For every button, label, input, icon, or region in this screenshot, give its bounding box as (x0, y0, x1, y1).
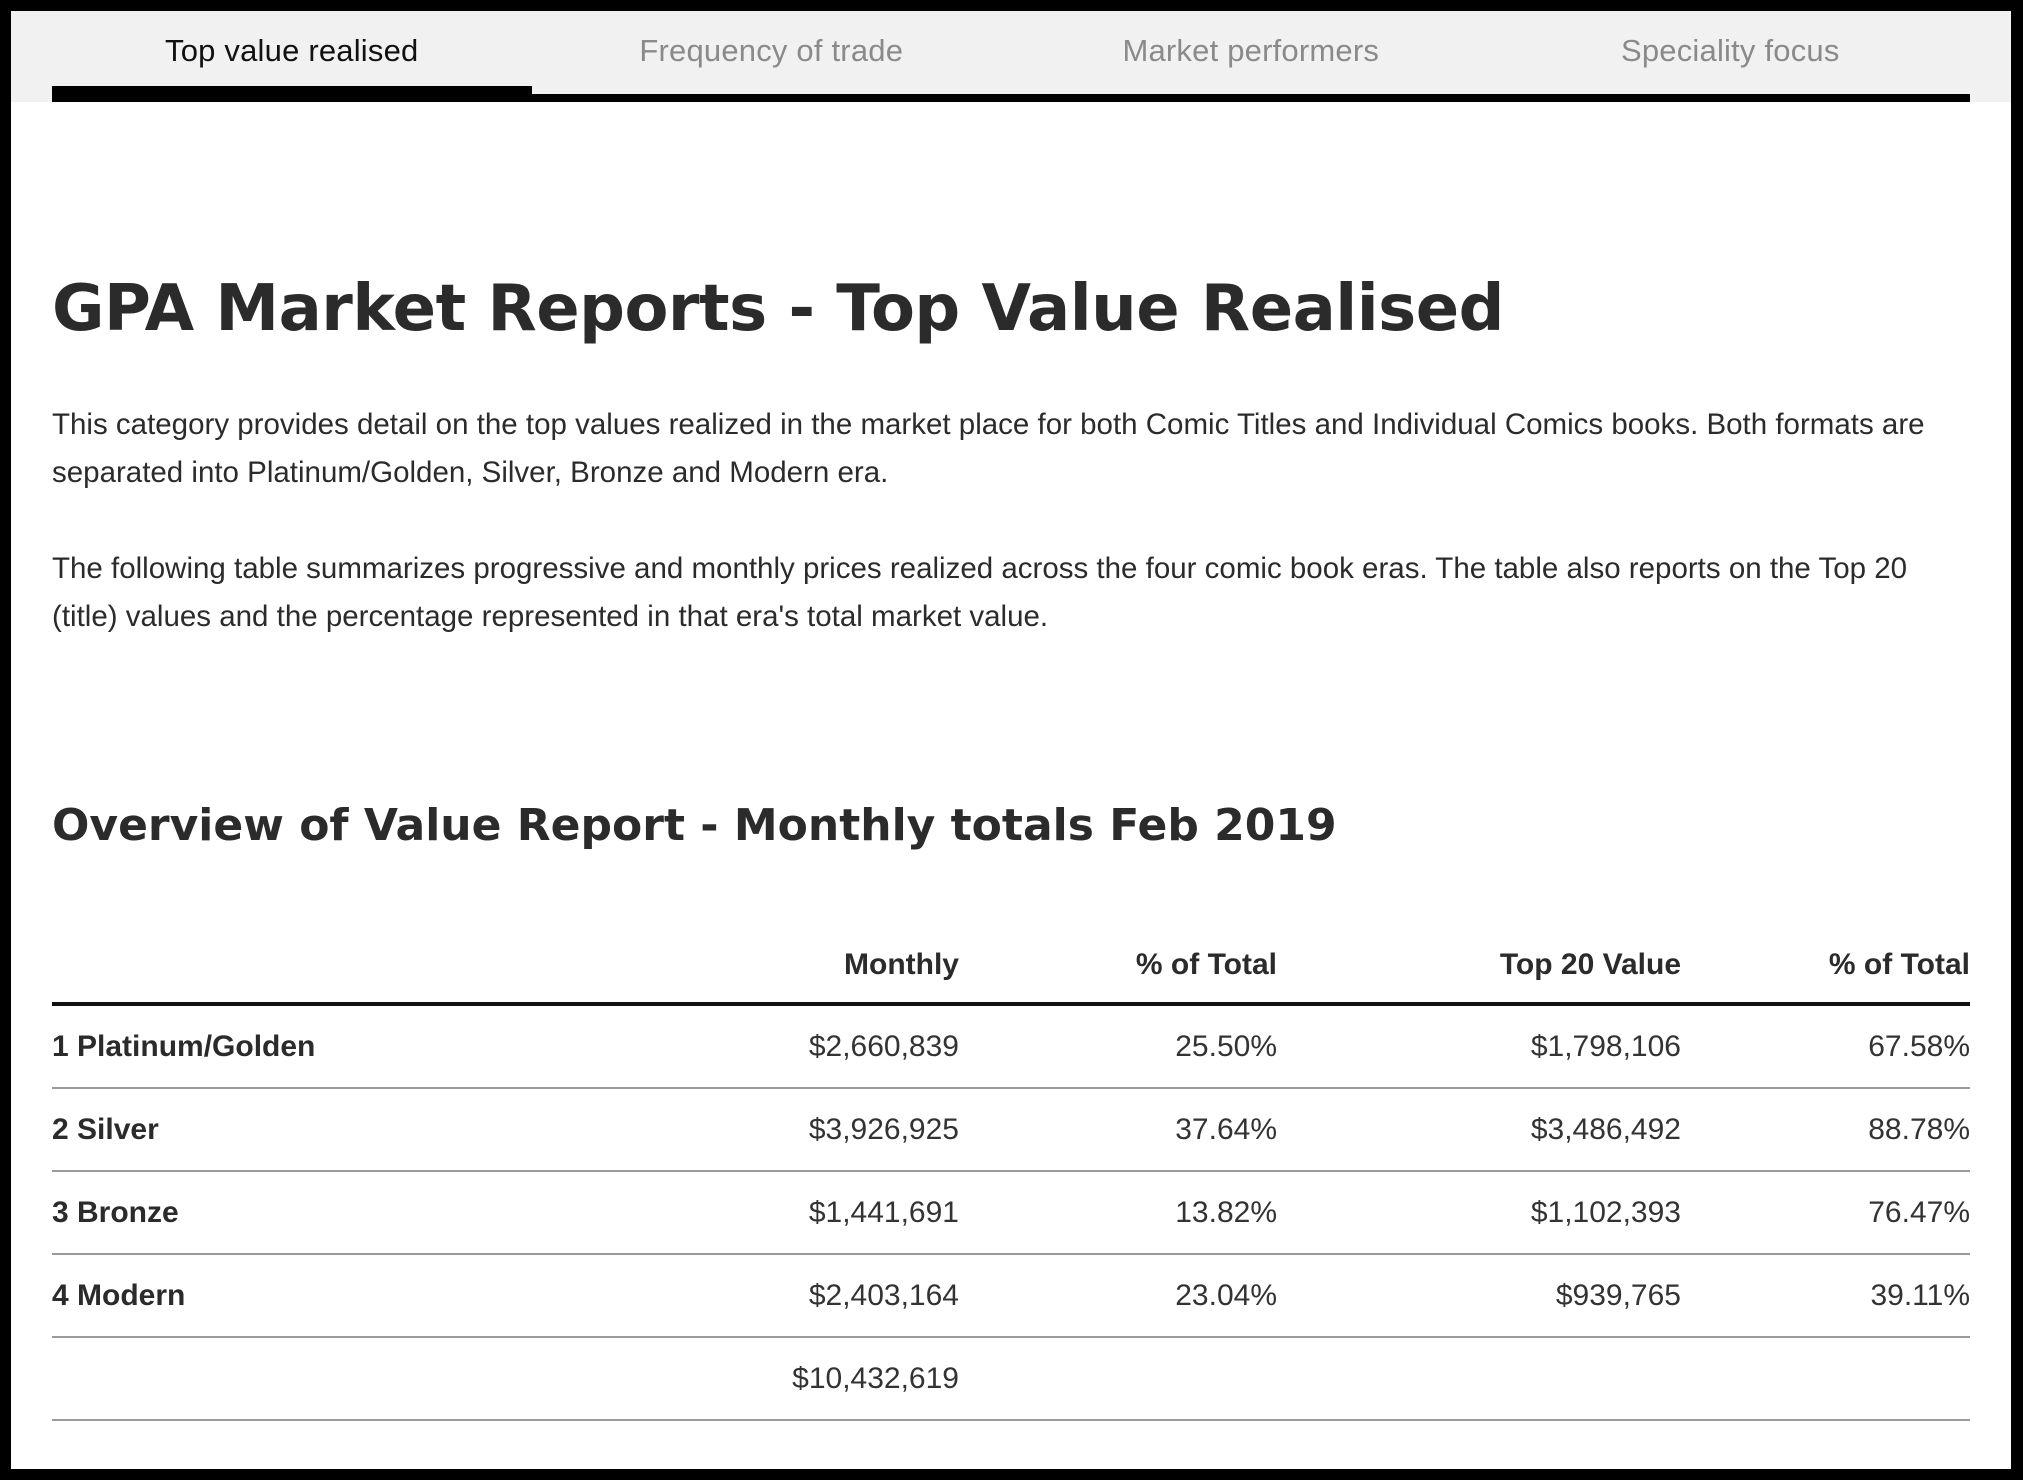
total-top20-pct-cell (1681, 1337, 1970, 1421)
monthly-cell: $1,441,691 (742, 1171, 959, 1255)
value-report-table: Monthly % of Total Top 20 Value % of Tot… (52, 912, 1970, 1421)
page-title: GPA Market Reports - Top Value Realised (52, 272, 1504, 346)
table-row: 3 Bronze $1,441,691 13.82% $1,102,393 76… (52, 1171, 1970, 1255)
pct-total-cell: 37.64% (959, 1088, 1277, 1172)
pct-total-cell: 23.04% (959, 1254, 1277, 1338)
intro-paragraph-1: This category provides detail on the top… (52, 408, 1925, 489)
column-header-monthly: Monthly (742, 912, 959, 1006)
top20-value-cell: $3,486,492 (1277, 1088, 1681, 1172)
tab-underline (52, 94, 1970, 102)
report-heading: Overview of Value Report - Monthly total… (52, 800, 1337, 851)
tab-list: Top value realised Frequency of trade Ma… (52, 11, 1970, 102)
top20-pct-cell: 39.11% (1681, 1254, 1970, 1338)
tab-frequency-of-trade[interactable]: Frequency of trade (639, 33, 904, 68)
top20-pct-cell: 76.47% (1681, 1171, 1970, 1255)
tab-bar: Top value realised Frequency of trade Ma… (11, 11, 2011, 102)
monthly-cell: $3,926,925 (742, 1088, 959, 1172)
top20-value-cell: $1,102,393 (1277, 1171, 1681, 1255)
monthly-cell: $2,660,839 (742, 1004, 959, 1089)
era-cell: 4 Modern (52, 1254, 742, 1338)
total-pct-total-cell (959, 1337, 1277, 1421)
total-top20-value-cell (1277, 1337, 1681, 1421)
top20-value-cell: $1,798,106 (1277, 1004, 1681, 1089)
table-row: 4 Modern $2,403,164 23.04% $939,765 39.1… (52, 1254, 1970, 1338)
table-header-row: Monthly % of Total Top 20 Value % of Tot… (52, 912, 1970, 1006)
table-total-row: $10,432,619 (52, 1337, 1970, 1421)
total-monthly-cell: $10,432,619 (742, 1337, 959, 1421)
pct-total-cell: 25.50% (959, 1004, 1277, 1089)
tab-top-value-realised[interactable]: Top value realised (165, 33, 419, 68)
column-header-pct-total: % of Total (959, 912, 1277, 1006)
top20-value-cell: $939,765 (1277, 1254, 1681, 1338)
monthly-cell: $2,403,164 (742, 1254, 959, 1338)
intro-paragraph-2: The following table summarizes progressi… (52, 552, 1908, 633)
top20-pct-cell: 67.58% (1681, 1004, 1970, 1089)
pct-total-cell: 13.82% (959, 1171, 1277, 1255)
top20-pct-cell: 88.78% (1681, 1088, 1970, 1172)
total-era-cell (52, 1337, 742, 1421)
table-row: 2 Silver $3,926,925 37.64% $3,486,492 88… (52, 1088, 1970, 1172)
tab-market-performers[interactable]: Market performers (1122, 33, 1380, 68)
era-cell: 1 Platinum/Golden (52, 1004, 742, 1089)
active-tab-indicator (52, 86, 532, 96)
column-header-top20-pct-total: % of Total (1681, 912, 1970, 1006)
tab-speciality-focus[interactable]: Speciality focus (1620, 33, 1840, 68)
page-frame: Top value realised Frequency of trade Ma… (11, 11, 2011, 1469)
table-row: 1 Platinum/Golden $2,660,839 25.50% $1,7… (52, 1004, 1970, 1089)
column-header-top20-value: Top 20 Value (1277, 912, 1681, 1006)
column-header-era (52, 912, 742, 1006)
era-cell: 3 Bronze (52, 1171, 742, 1255)
era-cell: 2 Silver (52, 1088, 742, 1172)
